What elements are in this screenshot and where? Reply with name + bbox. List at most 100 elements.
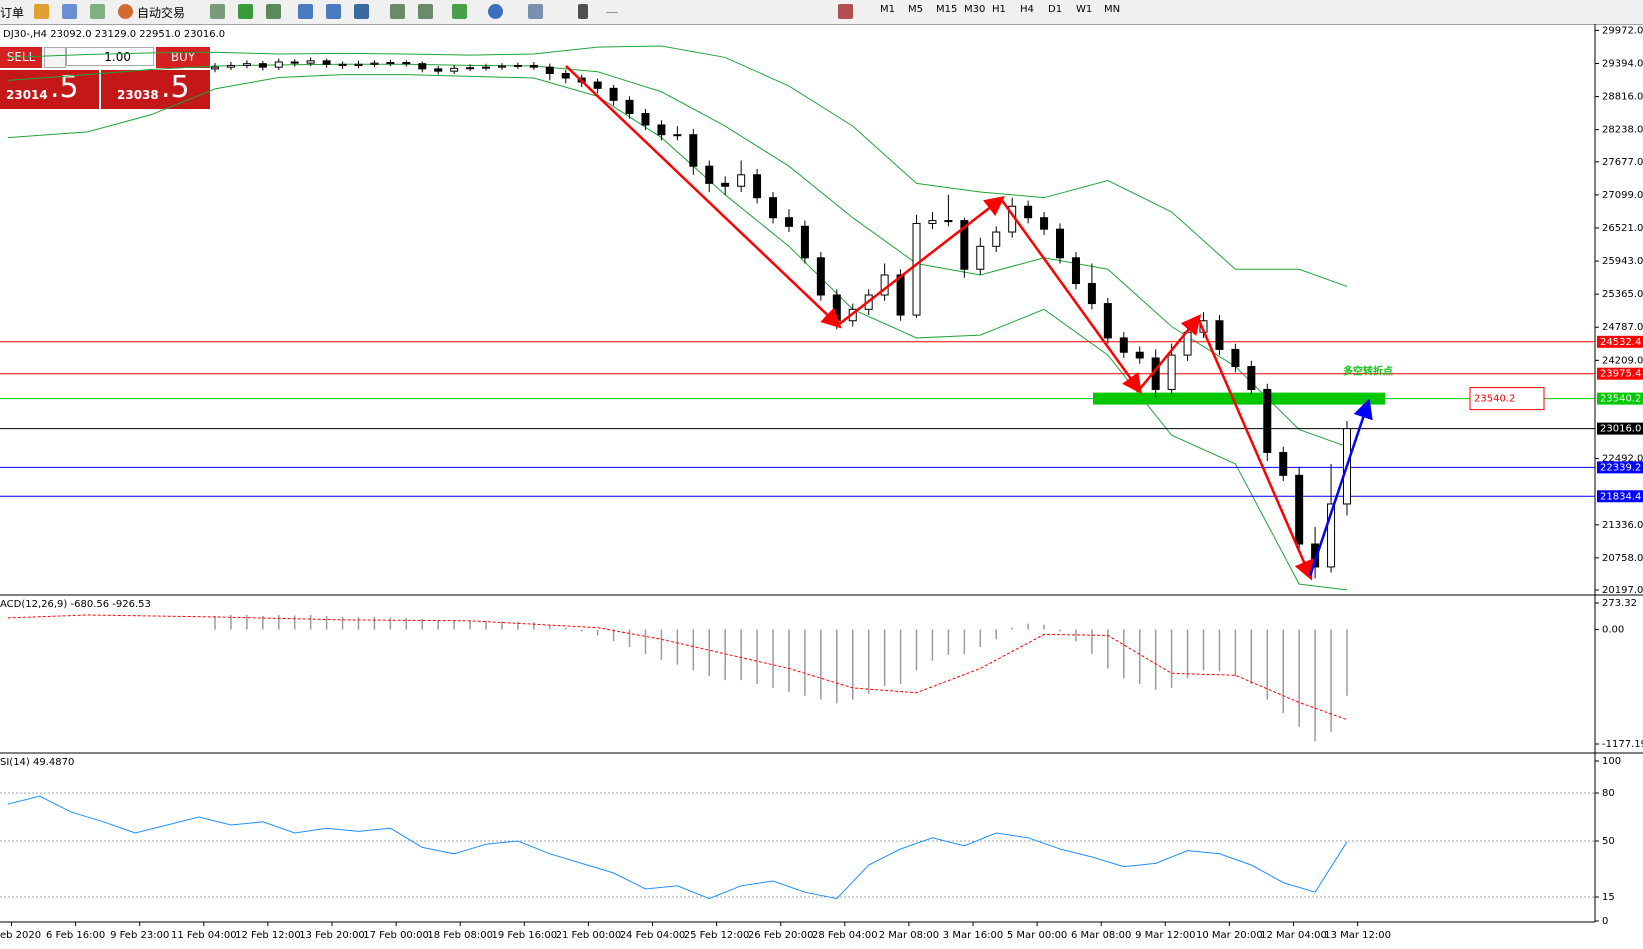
candle-body (434, 68, 443, 72)
candle-body (896, 274, 905, 316)
y-tick-label: 273.32 (1602, 598, 1637, 609)
level-label-box (1597, 367, 1643, 380)
x-tick-label: 10 Mar 20:00 (1196, 930, 1263, 941)
sell-button[interactable]: SELL (0, 47, 42, 68)
candle-body (290, 61, 299, 64)
toolbar-icon[interactable] (298, 4, 313, 19)
toolbar-icon[interactable] (118, 4, 133, 19)
toolbar-icon[interactable] (326, 4, 341, 19)
candle-body (1040, 217, 1049, 230)
y-tick-label: 50 (1602, 836, 1615, 847)
order-menu[interactable]: 订单 (0, 6, 25, 20)
x-tick-label: 28 Feb 04:00 (812, 930, 878, 941)
timeframe-button[interactable]: M5 (908, 4, 923, 15)
y-tick-label: 28238.0 (1602, 125, 1643, 136)
y-tick-label: 80 (1602, 788, 1615, 799)
candle-body (1087, 283, 1096, 305)
chart: DJ30-,H4 23092.0 23129.0 22951.0 23016.0… (0, 24, 1643, 941)
timeframe-button[interactable]: M30 (964, 4, 986, 15)
candle-body (211, 66, 219, 70)
candle-body (306, 60, 315, 64)
toolbar-icon[interactable] (90, 4, 105, 19)
x-tick-label: 24 Feb 04:00 (620, 930, 686, 941)
x-tick-label: 21 Feb 00:00 (556, 930, 622, 941)
timeframe-button[interactable]: M1 (880, 4, 895, 15)
level-label: 23975.4 (1600, 369, 1641, 380)
trend-arrow (1308, 398, 1373, 577)
toolbar-icon[interactable] (390, 4, 405, 19)
trend-arrow (565, 65, 842, 329)
candle-body (1327, 503, 1336, 568)
level-label-box (1597, 422, 1643, 435)
rsi-plot (0, 792, 1595, 900)
timeframe-button[interactable]: M15 (936, 4, 958, 15)
macd-title: ACD(12,26,9) -680.56 -926.53 (0, 599, 151, 610)
timeframe-button[interactable]: W1 (1076, 4, 1093, 15)
x-tick-label: 26 Feb 20:00 (748, 930, 814, 941)
toolbar-icon[interactable] (418, 4, 433, 19)
buy-price-main: 23038 (117, 88, 159, 102)
candle-body (242, 63, 251, 66)
candle-body (386, 62, 395, 65)
candle-body (1119, 337, 1128, 353)
candle-body (370, 62, 379, 65)
timeframe-button[interactable]: D1 (1048, 4, 1063, 15)
candle-body (274, 61, 283, 68)
level-label: 24532.4 (1600, 337, 1641, 348)
trend-arrow (837, 195, 1005, 326)
candle-body (944, 220, 953, 223)
toolbar-icon[interactable] (354, 4, 369, 19)
auto-trade-button[interactable]: 自动交易 (137, 6, 186, 20)
y-tick-label: 28816.0 (1602, 92, 1643, 103)
toolbar-icon[interactable] (838, 4, 853, 19)
candle-body (513, 64, 522, 67)
level-label-box (1597, 392, 1643, 405)
candle-body (816, 257, 825, 296)
buy-price[interactable]: 23038 .5 (101, 70, 210, 109)
y-tick-label: 25365.0 (1602, 289, 1643, 300)
toolbar-icon[interactable] (488, 4, 503, 19)
main-plot (0, 45, 1595, 591)
y-tick-label: 27677.0 (1602, 157, 1643, 168)
bollinger-upper (7, 45, 1348, 287)
level-label-box (1597, 490, 1643, 503)
candle-body (960, 220, 969, 270)
toolbar-icon[interactable] (578, 4, 588, 19)
timeframe-button[interactable]: MN (1104, 4, 1121, 15)
x-tick-label: 13 Mar 12:00 (1324, 930, 1391, 941)
toolbar-icon[interactable] (210, 4, 225, 19)
y-tick-label: 29394.0 (1602, 58, 1643, 69)
candle-body (976, 245, 985, 270)
candle-body (657, 124, 666, 136)
x-tick-label: 13 Feb 20:00 (299, 930, 365, 941)
toolbar-icon[interactable] (62, 4, 77, 19)
x-tick-label: 9 Feb 23:00 (110, 930, 169, 941)
x-tick-label: 11 Feb 04:00 (171, 930, 237, 941)
candle-body (545, 66, 554, 74)
toolbar-icon[interactable] (34, 4, 49, 19)
toolbar-icon[interactable] (528, 4, 543, 19)
sell-price-main: 23014 (6, 88, 48, 102)
toolbar-icon[interactable] (606, 12, 618, 13)
y-tick-label: 29972.0 (1602, 25, 1643, 36)
y-tick-label: 15 (1602, 892, 1615, 903)
toolbar-icon[interactable] (452, 4, 467, 19)
timeframe-button[interactable]: H4 (1020, 4, 1034, 15)
candle-body (753, 174, 762, 199)
x-tick-label: 2 Mar 08:00 (879, 930, 939, 941)
x-tick-label: 25 Feb 12:00 (684, 930, 750, 941)
candle-body (609, 87, 618, 101)
lot-down[interactable] (44, 47, 66, 68)
candle-body (497, 65, 506, 68)
pivot-price: 23540.2 (1474, 394, 1515, 405)
timeframe-button[interactable]: H1 (992, 4, 1006, 15)
candle-body (737, 174, 746, 187)
candle-body (784, 217, 793, 227)
candle-body (402, 62, 411, 65)
candle-body (625, 99, 634, 115)
y-tick-label: 27099.0 (1602, 190, 1643, 201)
toolbar-icon[interactable] (238, 4, 253, 19)
one-click-trading-panel: SELL 1.00 BUY 23014 .5 23038 .5 (0, 45, 210, 109)
toolbar-icon[interactable] (266, 4, 281, 19)
